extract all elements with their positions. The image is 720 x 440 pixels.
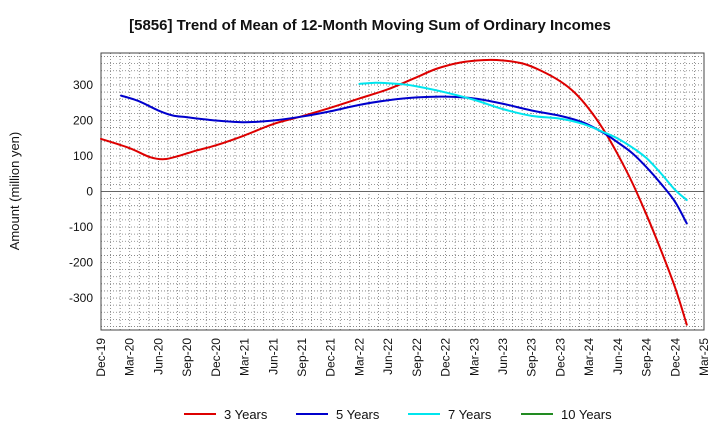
x-tick-label: Sep-21 xyxy=(295,338,309,377)
chart-title: [5856] Trend of Mean of 12-Month Moving … xyxy=(129,17,611,34)
y-tick-label: 0 xyxy=(86,185,93,199)
y-tick-label: -300 xyxy=(69,291,93,305)
x-tick-label: Sep-24 xyxy=(640,338,654,377)
series-line-5-years xyxy=(120,94,688,225)
x-tick-label: Sep-23 xyxy=(525,338,539,377)
legend-label-10-years: 10 Years xyxy=(561,407,612,422)
x-tick-label: Jun-23 xyxy=(496,338,510,375)
legend-label-3-years: 3 Years xyxy=(224,407,268,422)
x-tick-label: Jun-20 xyxy=(151,338,165,375)
legend-label-7-years: 7 Years xyxy=(448,407,492,422)
x-tick-label: Mar-24 xyxy=(582,338,596,376)
x-axis-ticks: Dec-19 Mar-20 Jun-20 Sep-20 Dec-20 Mar-21 Jun-… xyxy=(94,338,711,377)
y-tick-label: -200 xyxy=(69,256,93,270)
x-tick-label: Mar-20 xyxy=(123,338,137,376)
x-tick-label: Mar-21 xyxy=(238,338,252,376)
x-tick-label: Dec-20 xyxy=(209,338,223,377)
x-tick-label: Dec-23 xyxy=(553,338,567,377)
legend-label-5-years: 5 Years xyxy=(336,407,380,422)
series-line-3-years xyxy=(100,58,688,326)
x-tick-label: Mar-23 xyxy=(467,338,481,376)
y-axis-ticks: 300 200 100 0 -100 -200 -300 xyxy=(69,78,93,305)
x-tick-label: Sep-22 xyxy=(410,338,424,377)
x-tick-label: Dec-22 xyxy=(439,338,453,377)
x-tick-label: Jun-21 xyxy=(266,338,280,375)
y-tick-label: -100 xyxy=(69,220,93,234)
y-tick-label: 100 xyxy=(73,149,93,163)
x-tick-label: Mar-25 xyxy=(697,338,711,376)
x-tick-label: Jun-24 xyxy=(611,338,625,375)
y-tick-label: 300 xyxy=(73,78,93,92)
y-axis-label: Amount (million yen) xyxy=(7,132,22,251)
x-tick-label: Dec-21 xyxy=(324,338,338,377)
x-tick-label: Sep-20 xyxy=(180,338,194,377)
x-tick-label: Dec-24 xyxy=(668,338,682,377)
series-lines xyxy=(100,58,688,326)
y-tick-label: 200 xyxy=(73,113,93,127)
series-line-7-years xyxy=(358,81,688,202)
legend: 3 Years 5 Years 7 Years 10 Years xyxy=(184,407,612,422)
plot-area-frame xyxy=(100,52,705,331)
x-tick-label: Mar-22 xyxy=(352,338,366,376)
x-tick-label: Dec-19 xyxy=(94,338,108,377)
x-tick-label: Jun-22 xyxy=(381,338,395,375)
